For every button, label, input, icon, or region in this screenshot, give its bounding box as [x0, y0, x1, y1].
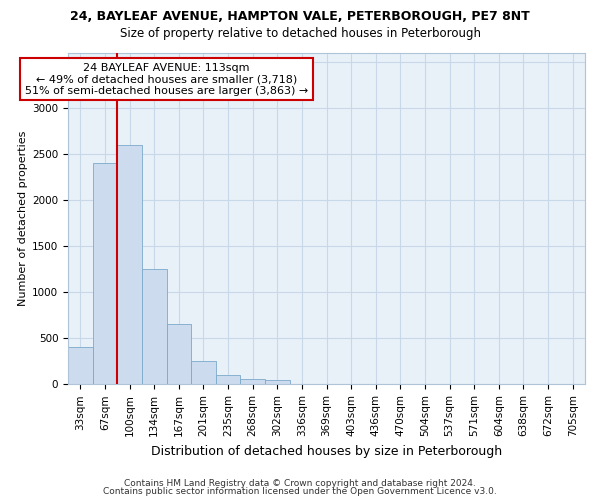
- Bar: [216, 374, 241, 384]
- Y-axis label: Number of detached properties: Number of detached properties: [18, 130, 28, 306]
- Text: 24 BAYLEAF AVENUE: 113sqm
← 49% of detached houses are smaller (3,718)
51% of se: 24 BAYLEAF AVENUE: 113sqm ← 49% of detac…: [25, 62, 308, 96]
- Bar: [191, 361, 216, 384]
- Bar: [241, 379, 265, 384]
- Bar: [117, 144, 142, 384]
- Text: Contains public sector information licensed under the Open Government Licence v3: Contains public sector information licen…: [103, 487, 497, 496]
- Bar: [92, 163, 117, 384]
- Bar: [265, 380, 290, 384]
- Bar: [167, 324, 191, 384]
- X-axis label: Distribution of detached houses by size in Peterborough: Distribution of detached houses by size …: [151, 444, 502, 458]
- Bar: [68, 348, 92, 385]
- Bar: [142, 269, 167, 384]
- Text: Size of property relative to detached houses in Peterborough: Size of property relative to detached ho…: [119, 28, 481, 40]
- Text: 24, BAYLEAF AVENUE, HAMPTON VALE, PETERBOROUGH, PE7 8NT: 24, BAYLEAF AVENUE, HAMPTON VALE, PETERB…: [70, 10, 530, 23]
- Text: Contains HM Land Registry data © Crown copyright and database right 2024.: Contains HM Land Registry data © Crown c…: [124, 478, 476, 488]
